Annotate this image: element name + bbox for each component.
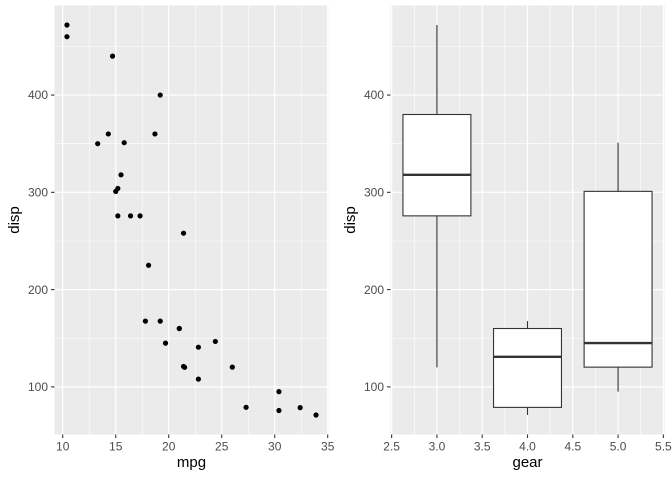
scatter-point (212, 338, 218, 345)
x-tick-label: 15 (109, 440, 123, 454)
x-tick-label: 2.5 (383, 440, 400, 454)
panel-background (54, 5, 329, 435)
scatter-point (276, 389, 282, 395)
x-tick-label: 3.0 (429, 440, 446, 454)
y-tick-label: 100 (28, 380, 48, 394)
x-tick-label: 25 (215, 440, 229, 454)
scatter-point (64, 34, 70, 40)
scatter-point (127, 213, 134, 219)
x-tick-label: 5.5 (655, 440, 672, 454)
scatter-point (297, 405, 303, 411)
y-tick-label: 200 (364, 283, 384, 297)
x-tick-label: 5.0 (610, 440, 627, 454)
y-axis-title: disp (6, 206, 23, 234)
y-tick-label: 300 (364, 186, 384, 200)
scatter-point (64, 22, 70, 28)
x-tick-label: 10 (56, 440, 70, 454)
scatter-point (113, 188, 119, 194)
scatter-point (157, 318, 163, 324)
scatter-point (145, 262, 152, 268)
scatter-point (195, 344, 201, 350)
scatter-point (162, 340, 169, 346)
scatter-point (118, 172, 124, 178)
x-tick-label: 30 (268, 440, 282, 454)
y-tick-label: 400 (364, 88, 384, 102)
x-tick-label: 4.0 (519, 440, 536, 454)
scatter-point (313, 412, 319, 418)
scatter-point (95, 141, 101, 147)
scatter-point (142, 318, 148, 324)
scatter-point (229, 364, 235, 370)
boxplot-disp-by-gear: 2.5 3.0 3.5 4.0 4.5 5.0 5.5 100 200 300 400 gear dis… (342, 5, 672, 471)
x-tick-label: 20 (162, 440, 176, 454)
scatter-point (157, 92, 163, 98)
box (583, 190, 653, 368)
y-tick-label: 300 (28, 186, 48, 200)
scatter-point (109, 53, 116, 59)
x-axis-title: gear (512, 454, 542, 471)
scatter-point (276, 407, 282, 414)
scatter-point (105, 131, 111, 137)
x-tick-label: 35 (321, 440, 335, 454)
scatter-point (152, 131, 158, 137)
scatter-point (180, 230, 187, 236)
x-tick-label: 4.5 (564, 440, 581, 454)
y-tick-label: 400 (28, 88, 48, 102)
scatter-point (137, 213, 143, 219)
y-axis-title: disp (342, 206, 359, 234)
scatter-point (195, 376, 201, 382)
x-axis-title: mpg (177, 454, 206, 471)
x-tick-label: 3.5 (474, 440, 491, 454)
scatter-point (180, 363, 187, 370)
scatter-plot-disp-vs-mpg: 10 15 20 25 30 35 100 200 300 400 mpg disp (6, 5, 335, 471)
scatter-point (243, 404, 249, 410)
scatter-point (121, 140, 127, 146)
box (402, 113, 472, 217)
scatter-point (115, 213, 121, 219)
box (492, 327, 563, 408)
y-tick-label: 100 (364, 380, 384, 394)
scatter-point (176, 325, 182, 332)
y-tick-label: 200 (28, 283, 48, 297)
